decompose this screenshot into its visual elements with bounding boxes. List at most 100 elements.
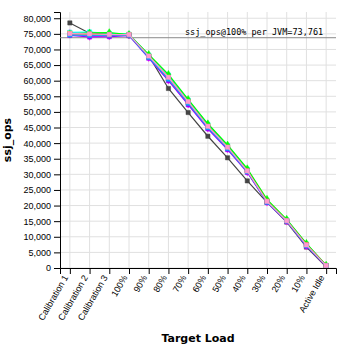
series-point (324, 263, 328, 267)
series-line (70, 33, 326, 265)
grid-line-x (267, 12, 268, 268)
y-tick-label: 15,000 (23, 217, 51, 227)
y-tick: 25,000 (23, 185, 60, 195)
x-tick-mark (287, 268, 288, 274)
x-tick: 80% (151, 268, 169, 294)
grid-line-x (168, 12, 169, 268)
y-tick: 50,000 (23, 107, 60, 117)
series-point (225, 145, 229, 149)
y-tick: 60,000 (23, 76, 60, 86)
series-point (324, 261, 329, 268)
x-tick-label: 50% (210, 273, 228, 294)
series-point (324, 263, 328, 267)
y-tick: 45,000 (23, 123, 60, 133)
y-tick-mark (54, 65, 60, 66)
grid-line-y (60, 205, 336, 206)
x-tick-label: Calibration 3 (76, 273, 110, 322)
series-point (304, 239, 309, 247)
series-point (225, 156, 229, 160)
series-point (166, 86, 170, 90)
grid-line-x (306, 12, 307, 268)
x-tick: 30% (250, 268, 268, 294)
series-point (245, 179, 249, 183)
grid-line-x (207, 12, 208, 268)
series-point (285, 218, 289, 222)
x-axis-line (61, 269, 337, 275)
series-point (127, 33, 131, 37)
series-point (265, 199, 269, 203)
y-tick-label: 60,000 (23, 76, 51, 86)
y-tick-mark (54, 221, 60, 222)
grid-line-x (188, 12, 189, 268)
series-point (285, 219, 289, 223)
y-tick-mark (54, 190, 60, 191)
x-tick: 20% (270, 268, 288, 294)
series-line (70, 35, 326, 266)
y-tick-mark (54, 81, 60, 82)
y-tick: 20,000 (23, 201, 60, 211)
y-tick-label: 65,000 (23, 60, 51, 70)
x-tick-mark (70, 268, 71, 274)
series-point (265, 199, 269, 203)
series-point (324, 264, 328, 268)
y-tick-label: 70,000 (23, 45, 51, 55)
series-point (206, 124, 210, 128)
grid-line-x (227, 12, 228, 268)
series-point (186, 99, 190, 103)
grid-line-y (60, 221, 336, 222)
x-tick-mark (90, 268, 91, 274)
series (68, 30, 329, 268)
x-tick-label: 30% (250, 273, 268, 294)
series-point (107, 33, 111, 37)
series-point (147, 54, 151, 58)
grid-line-y (60, 158, 336, 159)
x-tick-mark (326, 268, 327, 274)
x-tick-label: 20% (270, 273, 288, 294)
series-line (70, 32, 326, 265)
grid (60, 12, 336, 268)
series-point (265, 195, 270, 203)
grid-line-y (60, 18, 336, 19)
series-point (206, 124, 210, 128)
series (68, 31, 329, 268)
y-tick: 55,000 (23, 92, 60, 102)
series-point (186, 100, 190, 104)
x-tick: 40% (230, 268, 248, 294)
series-point (225, 145, 229, 149)
series-point (206, 124, 210, 128)
series-line (70, 34, 326, 267)
y-tick-mark (54, 128, 60, 129)
series-point (107, 29, 112, 37)
x-tick-mark (247, 268, 248, 274)
series-point (147, 54, 151, 58)
series-line (70, 33, 326, 266)
x-tick: 60% (191, 268, 209, 294)
series-point (107, 33, 111, 37)
x-tick: 90% (132, 268, 150, 294)
series-point (107, 33, 111, 37)
y-tick-mark (54, 49, 60, 50)
series-point (68, 32, 72, 36)
series-point (186, 99, 190, 103)
series-point (304, 243, 308, 247)
grid-line-x (129, 12, 130, 268)
series-point (127, 32, 131, 36)
series-point (285, 219, 289, 223)
series-point (225, 145, 229, 149)
series-point (225, 145, 230, 153)
series-point (206, 134, 210, 138)
series-point (68, 31, 72, 35)
y-tick-label: 80,000 (23, 14, 51, 24)
x-tick: Active Idle (297, 268, 326, 314)
x-tick-mark (228, 268, 229, 274)
series-line (70, 34, 326, 266)
series-line (70, 34, 326, 266)
series-point (87, 32, 91, 36)
y-axis-title: ssj_ops (1, 117, 14, 162)
series-point (265, 199, 269, 203)
series-point (245, 169, 249, 173)
chart: 05,00010,00015,00020,00025,00030,00035,0… (0, 0, 348, 348)
series-point (166, 75, 170, 79)
series-point (87, 32, 92, 40)
series-line (70, 23, 326, 267)
